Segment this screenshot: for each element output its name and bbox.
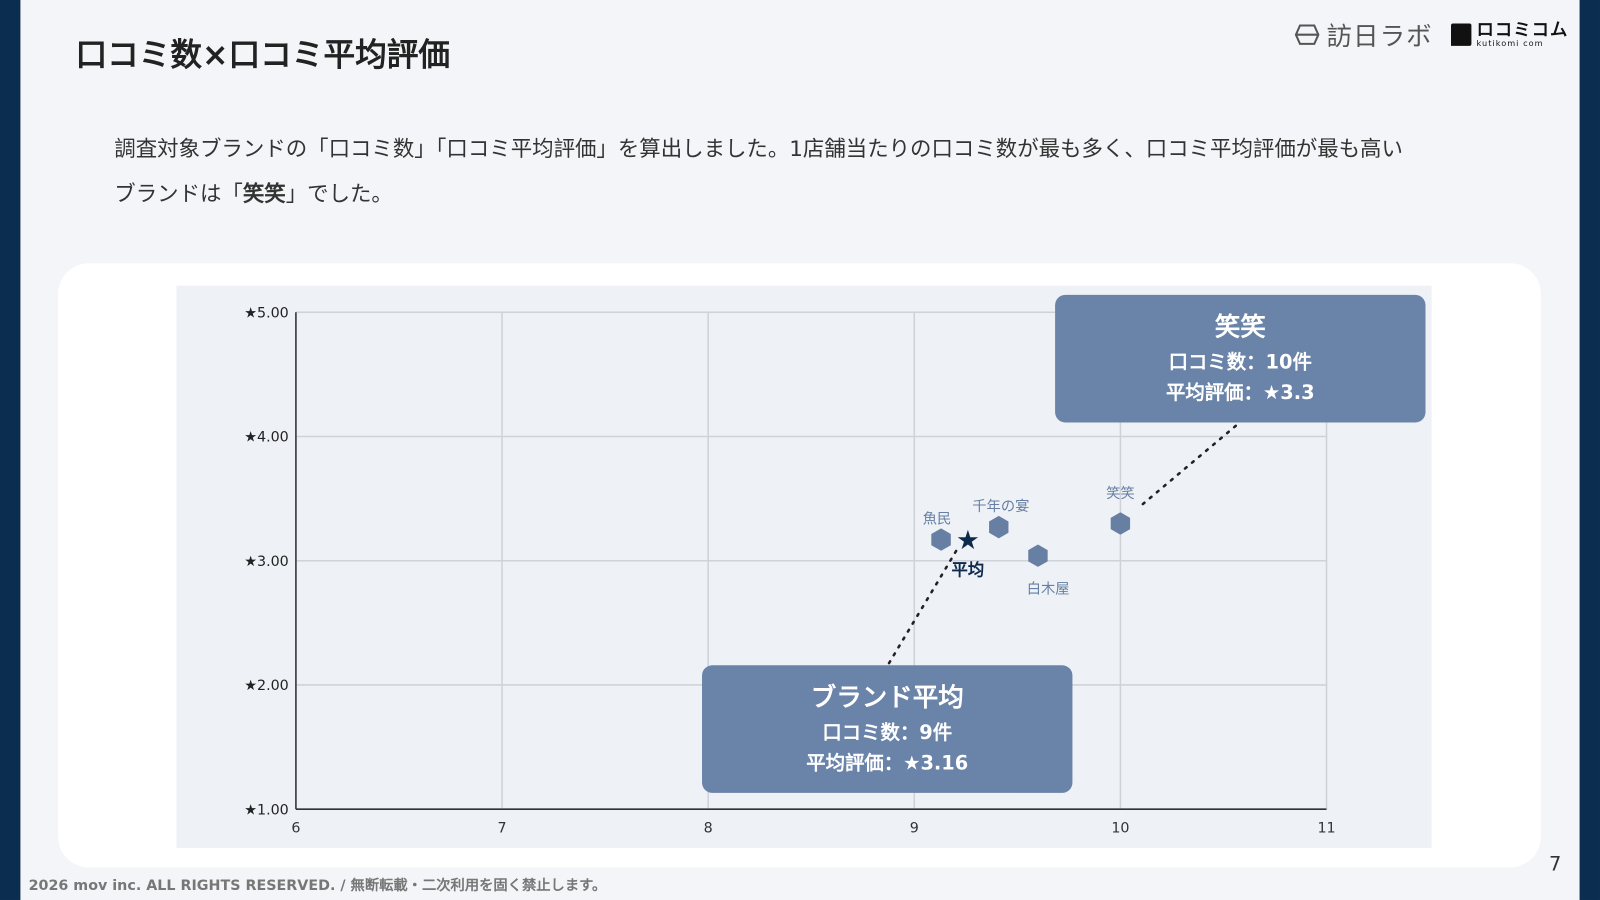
callout-line: 平均評価：★3.16 (806, 751, 968, 774)
y-tick-label: ★1.00 (244, 802, 289, 818)
point-label: 魚民 (923, 510, 952, 527)
x-tick-label: 7 (497, 821, 506, 837)
page-number: 7 (1548, 853, 1562, 876)
x-tick-label: 6 (291, 821, 300, 837)
y-tick-label: ★3.00 (244, 554, 289, 570)
leader-line-top (1141, 421, 1242, 506)
y-tick-label: ★2.00 (244, 678, 289, 694)
x-tick-label: 9 (910, 821, 919, 837)
x-tick-label: 11 (1317, 821, 1335, 837)
right-border (1579, 0, 1600, 900)
page-title: 口コミ数×口コミ平均評価 (75, 36, 450, 74)
desc-text: 調査対象ブランドの「口コミ数」「口コミ平均評価」を算出しました。1店舗当たりの口… (114, 136, 1403, 207)
point-label: 千年の宴 (972, 497, 1029, 515)
callout-line: 平均評価：★3.3 (1166, 381, 1315, 404)
leader-line-avg (886, 549, 958, 667)
left-border (0, 0, 21, 900)
speech-bubble-icon (1451, 23, 1472, 46)
houjin-lab-logo: 訪日ラボ (1294, 16, 1433, 53)
y-tick-label: ★5.00 (244, 305, 289, 321)
description: 調査対象ブランドの「口コミ数」「口コミ平均評価」を算出しました。1店舗当たりの口… (114, 127, 1420, 217)
data-point (1110, 512, 1131, 535)
point-label: 笑笑 (1106, 485, 1135, 502)
copyright: 2026 mov inc. ALL RIGHTS RESERVED. / 無断転… (28, 877, 607, 894)
logos: 訪日ラボ ロコミコム kutikomi com (1294, 16, 1569, 53)
x-tick-label: 10 (1111, 821, 1129, 837)
logo-right-sub: kutikomi com (1476, 38, 1544, 48)
x-tick-label: 8 (704, 821, 713, 837)
callout-line: 口コミ数：9件 (822, 721, 952, 744)
callout-line: 口コミ数：10件 (1169, 350, 1312, 373)
desc-text-end: 」でした。 (285, 181, 393, 207)
y-tick-label: ★4.00 (244, 430, 289, 446)
average-star-icon: ★ (956, 525, 980, 556)
callout-title: ブランド平均 (811, 683, 964, 713)
data-point (1028, 544, 1048, 567)
data-point (989, 515, 1009, 539)
callout-box (702, 665, 1073, 793)
logo-left-text: 訪日ラボ (1326, 21, 1433, 52)
callout-box (1055, 294, 1426, 423)
logo-right-text: ロコミコム (1476, 19, 1569, 41)
desc-highlight: 笑笑 (242, 181, 286, 207)
callout-title: 笑笑 (1215, 313, 1267, 343)
kutikomi-logo: ロコミコム kutikomi com (1451, 19, 1569, 48)
logo-mark-icon (1294, 24, 1320, 45)
data-point (931, 528, 951, 551)
point-label: 白木屋 (1027, 580, 1070, 597)
average-label: 平均 (952, 560, 985, 579)
